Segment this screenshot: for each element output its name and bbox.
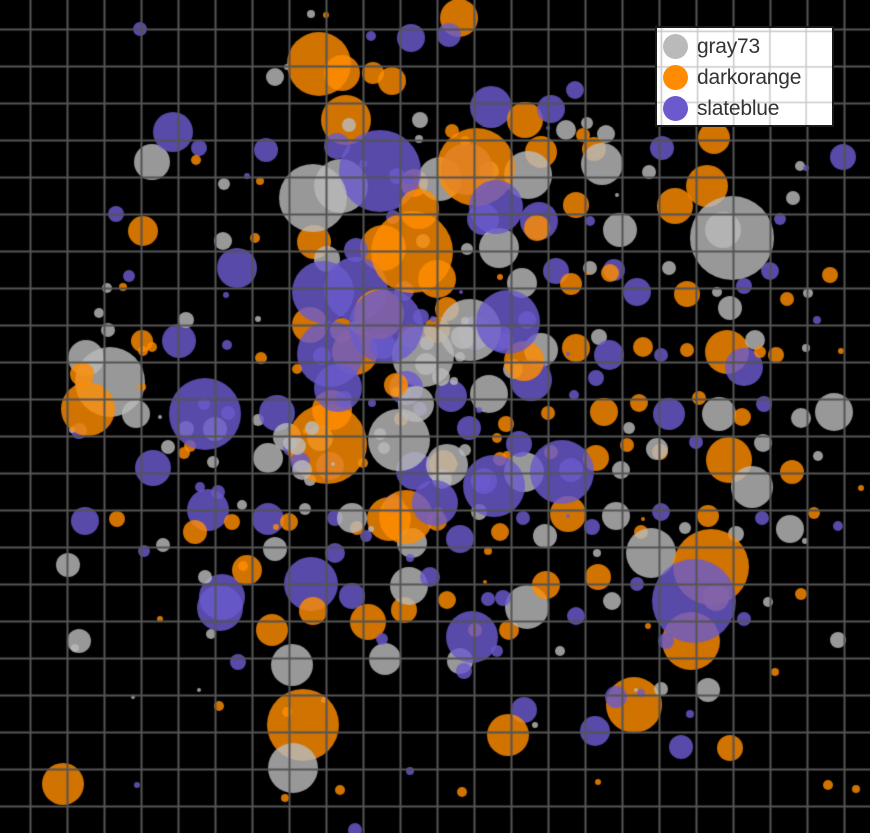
legend-entry-gray73[interactable]: gray73	[657, 31, 832, 62]
legend-entry-slateblue[interactable]: slateblue	[657, 93, 832, 124]
legend-label-darkorange: darkorange	[697, 66, 802, 89]
legend-swatch-circle-icon	[663, 34, 688, 59]
legend-entry-list: gray73 darkorange slateblue	[657, 28, 832, 124]
legend-label-gray73: gray73	[697, 35, 761, 58]
legend-label-slateblue: slateblue	[697, 97, 780, 120]
legend: gray73 darkorange slateblue	[655, 26, 834, 127]
legend-swatch-circle-icon	[663, 65, 688, 90]
legend-entry-darkorange[interactable]: darkorange	[657, 62, 832, 93]
legend-swatch-circle-icon	[663, 96, 688, 121]
